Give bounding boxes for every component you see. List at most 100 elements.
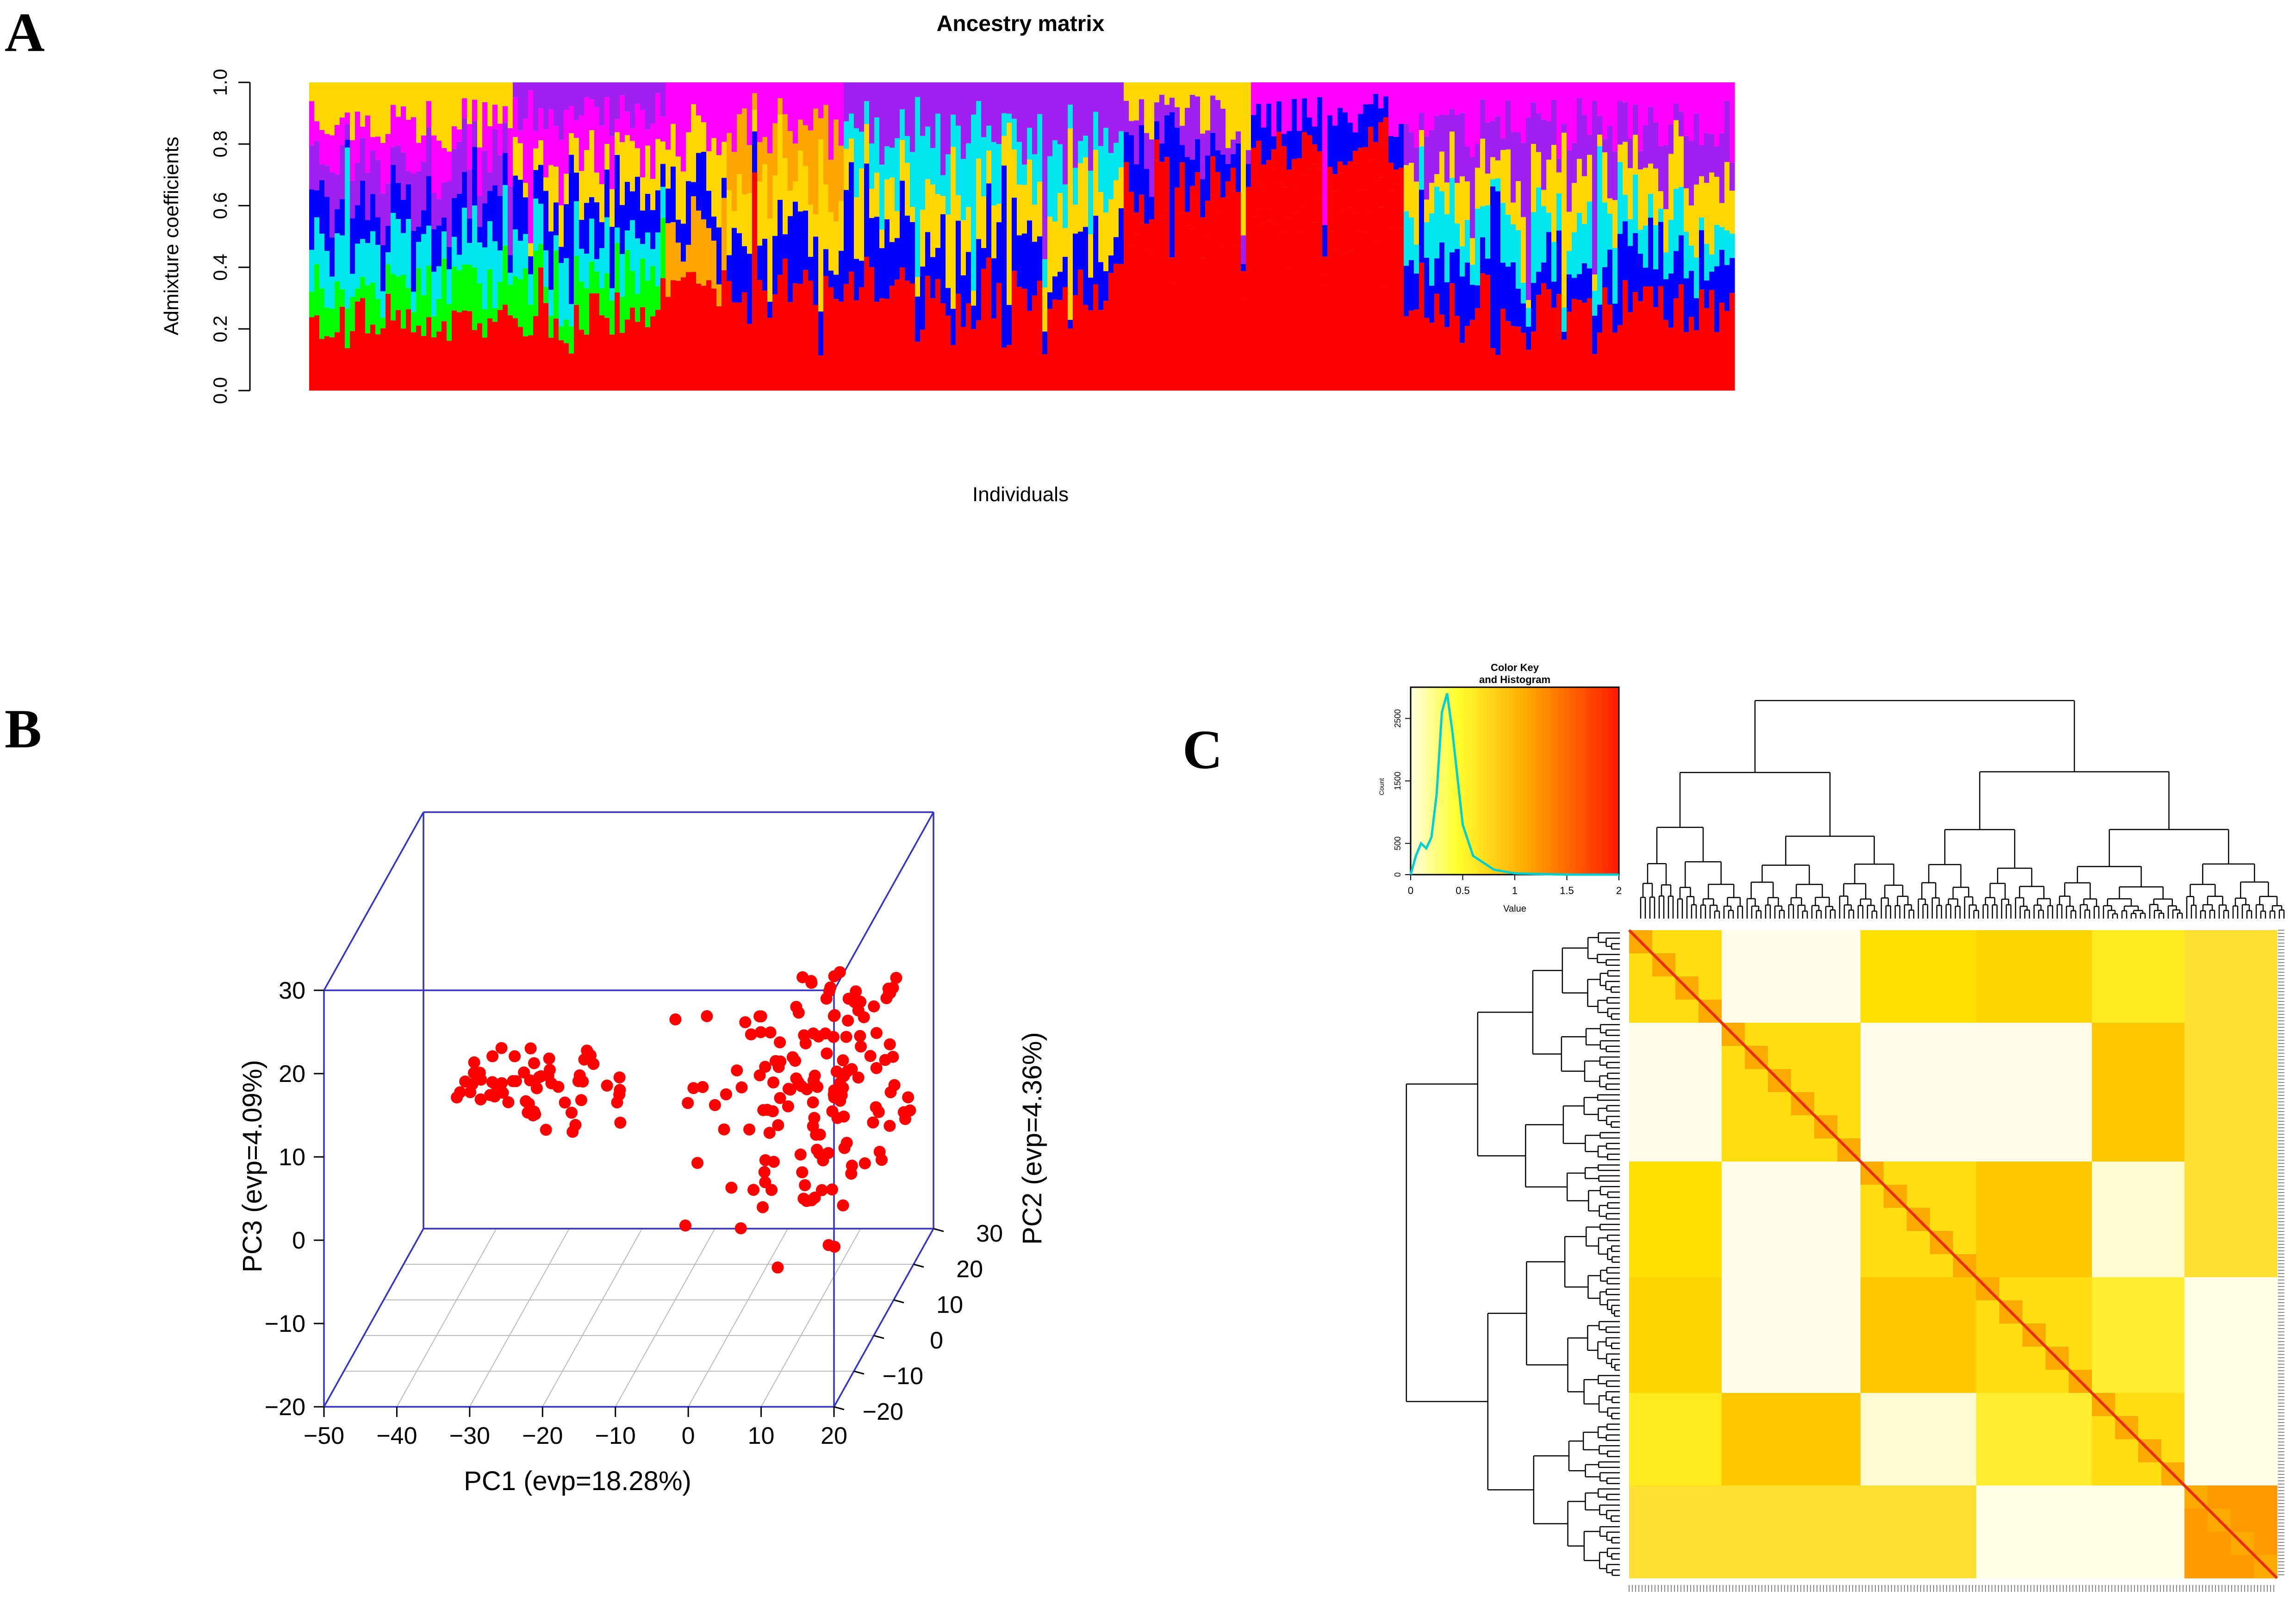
ancestry-bar-segment <box>559 263 564 326</box>
ancestry-bar-segment <box>431 193 437 230</box>
ancestry-bar-segment <box>1159 162 1165 216</box>
heatmap-cell <box>2231 1439 2254 1463</box>
ancestry-bar-segment <box>375 245 381 299</box>
ancestry-bar-segment <box>1114 237 1119 264</box>
pca-point <box>769 1055 782 1067</box>
ancestry-bar-segment <box>426 266 432 317</box>
ancestry-bar-segment <box>1399 213 1404 228</box>
ancestry-bar-segment <box>503 122 508 153</box>
heatmap-cell <box>1629 1416 1653 1440</box>
ancestry-bar-segment <box>1444 82 1450 115</box>
ancestry-bar-segment <box>1327 231 1333 391</box>
ancestry-bar-segment <box>737 302 742 391</box>
ancestry-bar-segment <box>375 299 381 335</box>
ancestry-bar-segment <box>1149 82 1155 140</box>
ancestry-bar-segment <box>645 232 651 281</box>
ancestry-bar-segment <box>793 283 798 391</box>
ancestry-bar-segment <box>340 235 345 289</box>
heatmap-cell <box>2138 1277 2162 1301</box>
heatmap-cell <box>1884 1416 1907 1440</box>
ancestry-bar-segment <box>1266 209 1272 222</box>
ancestry-bar-segment <box>309 249 315 292</box>
ancestry-bar-segment <box>1353 163 1358 213</box>
heatmap-cell <box>1953 1324 1977 1347</box>
heatmap-cell <box>1791 1462 1815 1486</box>
ancestry-bar-segment <box>757 181 763 246</box>
ancestry-bar-segment <box>1689 205 1694 246</box>
ancestry-bar-segment <box>548 165 554 232</box>
ancestry-bar-segment <box>1551 242 1557 282</box>
ancestry-bar-segment <box>1032 242 1038 296</box>
ancestry-bar-segment <box>421 295 427 336</box>
ancestry-bar-segment <box>569 326 574 354</box>
heatmap-cell <box>2069 1000 2092 1023</box>
ancestry-bar-segment <box>416 325 422 391</box>
heatmap-cell <box>1837 1115 1861 1139</box>
ancestry-bar-segment <box>523 197 529 234</box>
heatmap-cell <box>1837 1231 1861 1255</box>
heatmap-cell <box>1699 1023 1722 1046</box>
ancestry-bar-segment <box>1480 237 1486 273</box>
ancestry-bar-segment <box>574 201 579 256</box>
ancestry-bar-segment <box>1709 172 1715 255</box>
heatmap-cell <box>1814 1185 1838 1208</box>
ancestry-bar-segment <box>309 101 315 145</box>
ancestry-bar-segment <box>1577 98 1582 159</box>
ancestry-bar-segment <box>508 186 513 255</box>
ancestry-bar-segment <box>462 118 467 172</box>
pca-point <box>753 1010 766 1023</box>
heatmap-cell <box>1884 930 1907 954</box>
heatmap-cell <box>1953 1277 1977 1301</box>
ancestry-bar-segment <box>986 257 992 391</box>
heatmap-cell <box>1837 1393 1861 1417</box>
heatmap-cell <box>2161 1300 2185 1324</box>
ancestry-bar-segment <box>1719 227 1725 250</box>
ancestry-bar-segment <box>375 82 381 137</box>
ancestry-bar-segment <box>701 122 707 152</box>
ancestry-bar-segment <box>447 269 452 304</box>
ancestry-bar-segment <box>681 224 686 262</box>
pca-point <box>720 1088 732 1100</box>
ancestry-bar-segment <box>498 124 503 155</box>
ancestry-bar-segment <box>1506 321 1511 391</box>
heatmap-cell <box>1652 976 1676 1000</box>
ancestry-bar-segment <box>1419 130 1425 147</box>
ancestry-bar-segment <box>309 82 315 101</box>
ancestry-bar-segment <box>426 82 432 101</box>
ancestry-bar-segment <box>518 180 523 241</box>
ancestry-bar-segment <box>375 217 381 245</box>
heatmap-cell <box>2184 1277 2208 1301</box>
ancestry-bar-segment <box>1638 82 1643 151</box>
ancestry-bar-segment <box>1322 285 1328 391</box>
heatmap-cell <box>1768 1208 1792 1231</box>
pca-point <box>899 1113 911 1125</box>
ancestry-bar-segment <box>1103 128 1109 213</box>
ancestry-bar-segment <box>1363 104 1369 147</box>
ancestry-bar-segment <box>1332 125 1338 174</box>
ancestry-bar-segment <box>1704 82 1710 133</box>
ancestry-bar-segment <box>314 315 320 391</box>
ancestry-bar-segment <box>594 271 600 294</box>
ancestry-bar-segment <box>457 82 462 130</box>
ancestry-bar-segment <box>655 190 661 233</box>
heatmap-cell <box>1999 1092 2023 1116</box>
heatmap-cell <box>2254 1000 2277 1023</box>
ancestry-bar-segment <box>1602 152 1608 203</box>
pca-point <box>528 1106 540 1118</box>
ancestry-bar-segment <box>1714 224 1720 267</box>
ancestry-bar-segment <box>778 114 783 200</box>
ancestry-bar-segment <box>1093 149 1099 216</box>
ancestry-bar-segment <box>823 249 829 276</box>
ancestry-bar-segment <box>1093 112 1099 150</box>
ancestry-bar-segment <box>935 194 941 248</box>
pca-point <box>459 1075 472 1088</box>
ancestry-bar-segment <box>1093 82 1099 112</box>
heatmap-cell <box>1791 1439 1815 1463</box>
ancestry-bar-segment <box>910 222 915 284</box>
heatmap-cell <box>1722 1462 1745 1486</box>
ancestry-bar-segment <box>1602 82 1608 139</box>
ancestry-bar-segment <box>589 261 595 293</box>
ancestry-bar-segment <box>1724 230 1730 265</box>
ancestry-bar-segment <box>1602 202 1608 267</box>
color-key-xlabel: Value <box>1503 904 1526 914</box>
